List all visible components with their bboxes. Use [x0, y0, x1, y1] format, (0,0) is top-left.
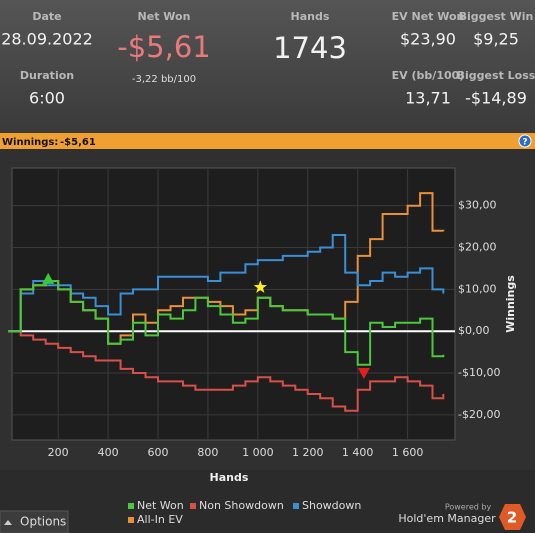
- y-tick-label: $30,00: [458, 199, 497, 212]
- x-tick-label: 1 400: [342, 446, 374, 459]
- x-tick-label: 1 600: [392, 446, 424, 459]
- marker: [253, 280, 267, 293]
- stat-label: EV Net Won: [392, 10, 465, 23]
- options-button[interactable]: [0, 510, 69, 533]
- series-line: [8, 234, 445, 333]
- stat-sub: -3,22 bb/100: [132, 74, 196, 85]
- stat-value: -$14,89: [465, 89, 527, 108]
- legend-swatch: [128, 517, 134, 523]
- powered-by: Powered by: [445, 503, 492, 512]
- y-tick-label: $0,00: [458, 324, 490, 337]
- stat-label: Hands: [291, 10, 330, 23]
- options-text[interactable]: Options: [20, 515, 66, 529]
- banner: [0, 133, 535, 149]
- stat-value: 28.09.2022: [1, 30, 93, 49]
- stat-value: 6:00: [29, 89, 65, 108]
- stat-value: 13,71: [405, 89, 451, 108]
- x-tick-label: 1 200: [292, 446, 324, 459]
- brand: Hold'em Manager: [398, 512, 496, 525]
- stat-label: EV (bb/100): [392, 69, 465, 82]
- logo-text: 2: [507, 509, 517, 527]
- stat-label: Net Won: [138, 10, 191, 23]
- stat-label: Duration: [20, 69, 74, 82]
- x-tick-label: 400: [98, 446, 119, 459]
- legend-label: Non Showdown: [199, 499, 284, 512]
- legend-label: Net Won: [137, 499, 184, 512]
- marker: [42, 272, 55, 284]
- plot-area: [11, 167, 456, 441]
- x-tick-label: 200: [48, 446, 69, 459]
- stat-value: $9,25: [473, 30, 519, 49]
- x-tick-label: 1 000: [242, 446, 274, 459]
- logo: [499, 504, 526, 530]
- y-tick-label: $20,00: [458, 241, 497, 254]
- banner-value: -$5,61: [60, 137, 96, 148]
- x-tick-label: 600: [148, 446, 169, 459]
- marker: [357, 368, 370, 380]
- x-axis-label: Hands: [210, 471, 249, 484]
- series-line: [8, 280, 445, 366]
- stat-label: Date: [32, 10, 61, 23]
- stat-label: Biggest Loss: [457, 69, 535, 82]
- caret-icon: [4, 520, 12, 525]
- stat-value: $23,90: [400, 30, 456, 49]
- x-tick-label: 800: [197, 446, 218, 459]
- help-button[interactable]: [518, 134, 532, 148]
- legend-swatch: [190, 503, 196, 509]
- legend-swatch: [293, 503, 299, 509]
- y-tick-label: -$20,00: [458, 408, 500, 421]
- y-axis-label: Winnings: [504, 275, 517, 333]
- stat-value: 1743: [273, 31, 347, 65]
- stat-value: -$5,61: [117, 30, 211, 64]
- banner-label: Winnings:: [2, 137, 58, 148]
- stats-panel: [0, 0, 535, 133]
- help-icon[interactable]: ?: [522, 138, 527, 148]
- stat-label: Biggest Win: [459, 10, 534, 23]
- legend-label: Showdown: [302, 499, 361, 512]
- legend-swatch: [128, 503, 134, 509]
- y-tick-label: -$10,00: [458, 366, 500, 379]
- series-line: [8, 330, 445, 412]
- y-tick-label: $10,00: [458, 282, 497, 295]
- legend-label: All-In EV: [137, 513, 183, 526]
